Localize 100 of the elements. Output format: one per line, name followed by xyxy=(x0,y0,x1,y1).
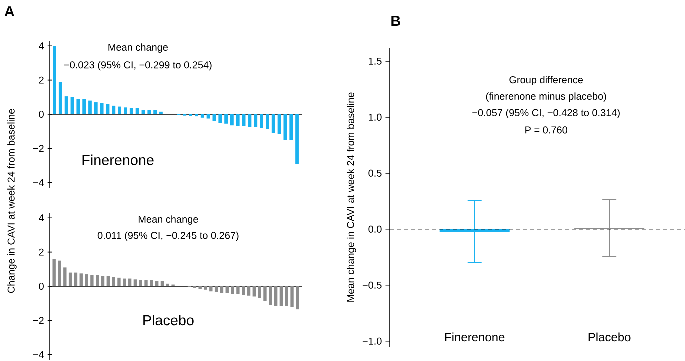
annotation: −0.057 (95% CI, −0.428 to 0.314) xyxy=(472,109,620,118)
text: Finerenone xyxy=(82,154,154,166)
bar xyxy=(231,286,234,294)
bar xyxy=(274,286,278,306)
y-tick-label: 4 xyxy=(39,42,44,50)
bar xyxy=(247,286,251,296)
bar xyxy=(139,280,142,286)
bar xyxy=(112,106,116,114)
annotation: Group difference xyxy=(510,76,584,86)
y-tick-label: 1.0 xyxy=(369,114,382,121)
bar xyxy=(254,114,258,128)
bar xyxy=(128,278,132,286)
bar xyxy=(155,281,159,286)
bar xyxy=(130,108,134,114)
y-tick-label: 0.0 xyxy=(368,226,382,233)
bar xyxy=(154,110,158,114)
annotation: P = 0.760 xyxy=(526,126,568,134)
bar xyxy=(101,276,105,286)
bar xyxy=(242,286,246,296)
bar xyxy=(142,110,146,114)
y-axis-title: Change in CAVI at week 24 from baseline xyxy=(8,109,17,294)
y-tick-label: 0.5 xyxy=(368,170,382,177)
bar xyxy=(252,286,256,297)
bar xyxy=(118,278,121,286)
bar xyxy=(58,260,62,286)
bar xyxy=(272,114,276,134)
text: A xyxy=(4,6,15,17)
bar xyxy=(224,114,228,124)
bar xyxy=(76,99,80,114)
bar xyxy=(214,286,218,292)
y-tick-label: 4 xyxy=(39,214,44,222)
bar xyxy=(296,286,300,310)
text: Placebo xyxy=(144,315,194,326)
bar xyxy=(85,274,88,286)
y-tick-label: 2 xyxy=(39,76,44,84)
bar xyxy=(90,275,94,286)
bar xyxy=(280,286,284,306)
bar xyxy=(74,272,78,286)
bar xyxy=(123,278,126,286)
bar xyxy=(80,274,83,286)
y-tick-label: −4 xyxy=(33,179,44,186)
y-tick-label: −1.0 xyxy=(362,338,382,345)
bar xyxy=(212,114,216,122)
bar xyxy=(258,286,262,298)
bar xyxy=(236,114,240,126)
bar xyxy=(290,114,294,140)
bar xyxy=(68,272,72,286)
bar xyxy=(285,286,288,306)
bar xyxy=(58,82,62,114)
annotation: (finerenone minus placebo) xyxy=(486,92,606,102)
bar xyxy=(220,286,224,294)
bar xyxy=(230,114,234,126)
bar xyxy=(236,286,240,294)
bar xyxy=(200,114,204,118)
bar xyxy=(290,286,294,307)
bar xyxy=(150,280,154,286)
annotation: Mean change xyxy=(108,44,168,53)
annotation: −0.023 (95% CI, −0.299 to 0.254) xyxy=(64,61,212,71)
bar xyxy=(106,104,110,114)
bar xyxy=(204,286,208,290)
y-tick-label: −0.5 xyxy=(362,282,382,289)
bar xyxy=(144,280,148,286)
y-axis-title: Mean change in CAVI at week 24 from baseline xyxy=(346,92,356,302)
bar xyxy=(124,108,128,114)
y-tick-label: 1.5 xyxy=(369,58,382,65)
bar xyxy=(94,102,98,114)
bar xyxy=(198,286,202,290)
text: B xyxy=(392,16,400,26)
bar xyxy=(266,114,270,130)
bar xyxy=(100,103,104,114)
y-tick-label: 0 xyxy=(39,110,44,118)
y-tick-label: −2 xyxy=(33,145,44,152)
y-tick-label: −2 xyxy=(33,317,44,324)
bar xyxy=(148,110,152,114)
annotation: 0.011 (95% CI, −0.245 to 0.267) xyxy=(98,232,239,242)
bar xyxy=(64,96,68,114)
bar xyxy=(53,46,56,114)
y-tick-label: −4 xyxy=(33,351,44,358)
bar xyxy=(206,114,210,119)
bar xyxy=(112,277,116,286)
bar xyxy=(195,114,198,117)
bar xyxy=(118,106,122,114)
bar xyxy=(52,259,56,286)
bar xyxy=(88,100,92,114)
bar xyxy=(96,275,100,286)
bar xyxy=(160,112,163,114)
annotation: Mean change xyxy=(138,216,198,225)
bar xyxy=(226,286,229,294)
bar xyxy=(284,114,288,140)
y-tick-label: 2 xyxy=(39,248,44,256)
y-tick-label: 0 xyxy=(39,282,44,290)
bar xyxy=(296,114,299,164)
bar xyxy=(218,114,222,124)
bar xyxy=(248,114,252,128)
bar xyxy=(136,108,140,114)
bar xyxy=(260,114,264,128)
bar xyxy=(160,281,164,286)
bar xyxy=(166,284,170,286)
bar xyxy=(134,280,138,286)
bar xyxy=(210,286,213,292)
